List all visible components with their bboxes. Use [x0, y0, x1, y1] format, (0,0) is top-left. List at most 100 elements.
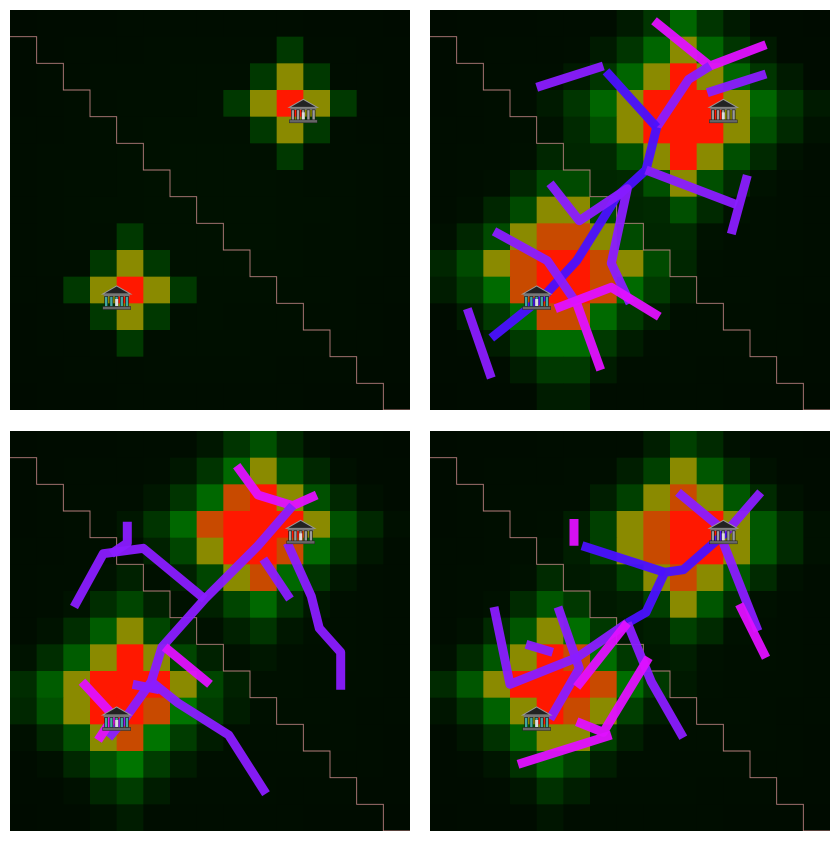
grid-cell: [750, 751, 778, 779]
grid-cell: [776, 484, 804, 512]
grid-cell: [303, 196, 331, 224]
grid-cell: [223, 671, 251, 699]
grid-cell: [776, 591, 804, 619]
grid-cell: [563, 383, 591, 410]
grid-cell: [36, 724, 64, 752]
grid-cell: [36, 356, 64, 384]
grid-cell: [170, 537, 198, 565]
grid-cell: [63, 617, 91, 645]
grid-cell: [723, 751, 751, 779]
grid-cell: [670, 196, 698, 224]
grid-cell: [116, 90, 144, 118]
grid-cell: [430, 671, 458, 699]
grid-cell: [510, 511, 538, 539]
road-segment: [463, 307, 496, 380]
grid-cell: [456, 564, 484, 592]
grid-cell: [483, 383, 511, 410]
grid-cell: [696, 564, 724, 592]
grid-cell: [196, 170, 224, 198]
road-segment: [491, 227, 581, 306]
grid-cell: [116, 431, 144, 459]
grid-cell: [383, 431, 410, 459]
grid-cell: [616, 804, 644, 831]
grid-cell: [250, 63, 278, 91]
grid-cell: [590, 751, 618, 779]
map-panel-1: [10, 10, 410, 410]
road-segment: [546, 605, 584, 722]
grid-cell: [456, 804, 484, 831]
grid-cell: [803, 143, 830, 171]
grid-cell: [383, 250, 410, 278]
grid-cell: [223, 250, 251, 278]
grid-cell: [616, 457, 644, 485]
road-segment: [675, 488, 765, 537]
grid-cell: [563, 143, 591, 171]
grid-cell: [456, 484, 484, 512]
grid-cell: [483, 804, 511, 831]
grid-cell: [456, 250, 484, 278]
grid-cell: [430, 223, 458, 251]
grid-cell: [10, 697, 38, 725]
grid-cell: [330, 751, 358, 779]
grid-cell: [616, 250, 644, 278]
grid-cell: [196, 303, 224, 331]
grid-cell: [143, 484, 171, 512]
grid-cell: [223, 63, 251, 91]
grid-cell: [510, 591, 538, 619]
grid-cell: [36, 537, 64, 565]
grid-cell: [143, 116, 171, 144]
grid-cell: [510, 63, 538, 91]
grid-cell: [330, 431, 358, 459]
grid-cell: [536, 777, 564, 805]
grid-cell: [196, 223, 224, 251]
grid-cell: [303, 777, 331, 805]
grid-cell: [10, 303, 38, 331]
grid-cell: [63, 10, 91, 38]
grid-cell: [750, 196, 778, 224]
grid-cell: [330, 36, 358, 64]
grid-cell: [563, 591, 591, 619]
grid-cell: [670, 250, 698, 278]
grid-cell: [723, 644, 751, 672]
grid-cell: [670, 591, 698, 619]
road-segment: [602, 68, 661, 131]
grid-cell: [330, 303, 358, 331]
grid-cell: [590, 457, 618, 485]
grid-cell: [36, 511, 64, 539]
grid-cell: [696, 330, 724, 358]
grid-cell: [330, 564, 358, 592]
grid-cell: [223, 90, 251, 118]
grid-cell: [303, 63, 331, 91]
grid-cell: [116, 116, 144, 144]
grid-cell: [536, 511, 564, 539]
grid-cell: [36, 63, 64, 91]
grid-cell: [143, 383, 171, 410]
road-segment: [283, 541, 346, 690]
bank-icon: [100, 285, 133, 310]
grid-cell: [776, 36, 804, 64]
grid-cell: [510, 36, 538, 64]
grid-cell: [383, 356, 410, 384]
road-segment: [575, 655, 653, 737]
grid-cell: [90, 617, 118, 645]
grid-cell: [303, 276, 331, 304]
grid-cell: [196, 196, 224, 224]
grid-cell: [90, 10, 118, 38]
map-panel-2: [430, 10, 830, 410]
grid-cell: [63, 383, 91, 410]
grid-cell: [10, 276, 38, 304]
grid-cell: [456, 724, 484, 752]
grid-cell: [750, 724, 778, 752]
grid-cell: [36, 170, 64, 198]
grid-cell: [356, 170, 384, 198]
grid-cell: [63, 751, 91, 779]
grid-cell: [223, 116, 251, 144]
grid-cell: [250, 457, 278, 485]
grid-cell: [63, 484, 91, 512]
grid-cell: [643, 250, 671, 278]
grid-cell: [356, 644, 384, 672]
grid-cell: [803, 644, 830, 672]
grid-cell: [456, 511, 484, 539]
grid-cell: [356, 143, 384, 171]
grid-cell: [90, 63, 118, 91]
